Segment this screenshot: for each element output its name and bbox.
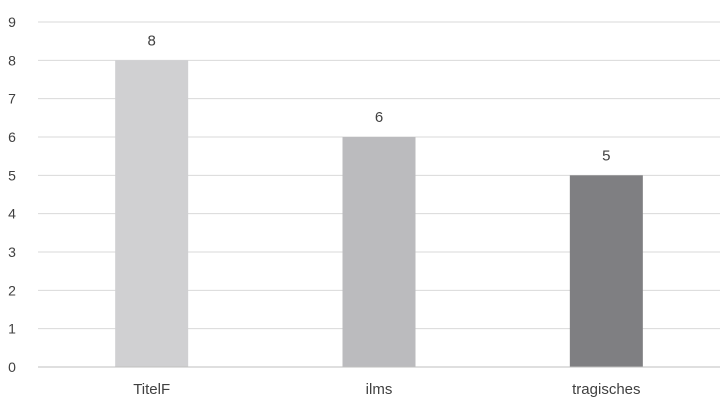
x-tick-label: ilms — [366, 381, 393, 398]
data-labels: 8 6 5 — [147, 32, 610, 164]
x-tick-label: tragisches — [572, 381, 640, 398]
y-axis-ticks: 0 1 2 3 4 5 6 7 8 9 — [8, 14, 16, 375]
y-tick-label: 3 — [8, 244, 16, 260]
data-label: 8 — [147, 32, 155, 49]
y-tick-label: 9 — [8, 14, 16, 30]
y-tick-label: 6 — [8, 129, 16, 145]
bars — [115, 60, 643, 367]
bar — [342, 137, 416, 367]
x-tick-label: TitelF — [133, 381, 170, 398]
y-tick-label: 5 — [8, 167, 16, 183]
y-tick-label: 1 — [8, 321, 16, 337]
y-tick-label: 2 — [8, 282, 16, 298]
y-tick-label: 7 — [8, 91, 16, 107]
bar — [569, 175, 643, 367]
y-tick-label: 0 — [8, 359, 16, 375]
data-label: 6 — [375, 109, 383, 126]
x-axis-categories: TitelF ilms tragisches — [133, 381, 640, 398]
y-tick-label: 8 — [8, 52, 16, 68]
data-label: 5 — [602, 147, 610, 164]
bar — [115, 60, 189, 367]
y-tick-label: 4 — [8, 206, 16, 222]
